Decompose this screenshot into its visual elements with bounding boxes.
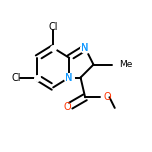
Text: N: N xyxy=(81,43,89,53)
Text: N: N xyxy=(66,73,73,83)
Text: O: O xyxy=(63,102,71,112)
Text: Cl: Cl xyxy=(12,73,21,83)
Text: Cl: Cl xyxy=(48,22,58,32)
Text: N: N xyxy=(66,73,73,83)
Text: Me: Me xyxy=(119,60,133,69)
Text: N: N xyxy=(81,43,89,53)
Text: O: O xyxy=(103,92,111,102)
